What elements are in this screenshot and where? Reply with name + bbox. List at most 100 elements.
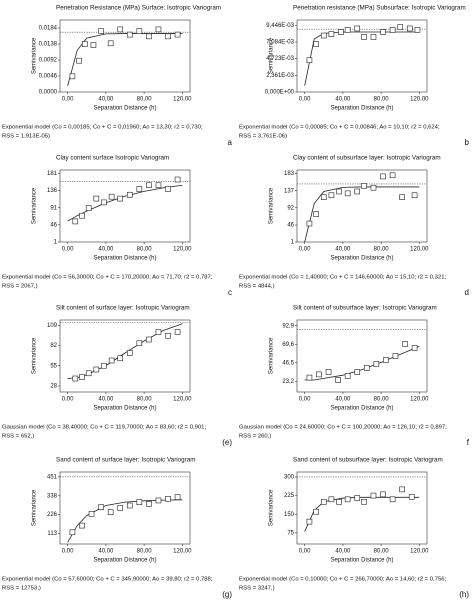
model-caption: RSS = 3247,)	[239, 586, 275, 592]
data-point	[399, 486, 405, 493]
x-tick-label: 0,00	[62, 397, 74, 403]
x-tick-label: 40,00	[98, 97, 114, 103]
data-point	[363, 365, 370, 371]
x-tick-label: 0,00	[62, 549, 74, 555]
y-tick-label: 226	[47, 512, 58, 518]
y-tick-label: 75	[287, 530, 294, 536]
data-point	[126, 350, 133, 356]
y-tick-label: 92	[287, 205, 294, 211]
data-point	[380, 29, 386, 35]
data-point	[389, 172, 396, 179]
panel-title: Penetration Resistance (MPa) Surface: Is…	[56, 5, 221, 12]
model-caption: RSS = 1,913E-05)	[2, 134, 50, 140]
y-axis-label: Semivariance	[269, 187, 275, 224]
data-point	[344, 190, 351, 197]
y-tick-label: 46,5	[282, 360, 294, 366]
data-point	[69, 73, 76, 80]
y-tick-label: 23,2	[282, 379, 294, 385]
x-tick-label: 80,00	[137, 97, 153, 103]
x-tick-label: 0,00	[62, 97, 74, 103]
y-tick-label: 181	[47, 171, 58, 177]
y-tick-label: 91	[50, 205, 57, 211]
data-point	[146, 182, 152, 189]
data-point	[344, 496, 351, 503]
model-caption: RSS = 260,)	[239, 434, 271, 440]
y-tick-label: 7,084E-03	[266, 40, 294, 46]
y-tick-label: 338	[47, 493, 58, 499]
panel-title: Sand content of subsurface layer: Isotro…	[293, 457, 443, 464]
panel-title: Silt content of subsurface layer: Isotro…	[293, 305, 437, 312]
model-caption: Exponential model (Co = 1,40000; Co + C …	[239, 275, 447, 281]
data-point	[107, 40, 114, 47]
y-tick-label: 183	[284, 171, 295, 177]
panel: Silt content of surface layer: Isotropic…	[2, 305, 232, 447]
plot-frame	[296, 169, 428, 243]
data-point	[306, 220, 313, 227]
y-tick-label: 300	[284, 475, 295, 481]
model-curve	[67, 184, 183, 222]
x-tick-label: 0,00	[299, 397, 311, 403]
data-point	[370, 184, 377, 191]
model-curve	[67, 323, 183, 379]
panel-label: b	[465, 138, 470, 147]
data-point	[336, 188, 342, 195]
x-tick-label: 40,00	[98, 247, 114, 253]
model-caption: Exponential model (Co = 0,00185; Co + C …	[2, 125, 203, 131]
data-point	[72, 218, 79, 225]
plot-frame	[59, 319, 191, 393]
data-point	[320, 498, 327, 505]
x-tick-label: 40,00	[98, 549, 114, 555]
data-point	[320, 32, 327, 39]
plot-frame	[59, 471, 191, 545]
x-axis-label: Separation Distance (h)	[330, 256, 393, 262]
panel: Clay content surface Isotropic Variogram…	[2, 155, 232, 297]
model-caption: Exponential model (Co = 0,00085; Co + C …	[239, 125, 440, 131]
panel-label: a	[228, 138, 233, 147]
data-point	[344, 27, 351, 33]
x-axis-label: Separation Distance (h)	[330, 406, 393, 412]
data-point	[88, 511, 95, 517]
data-point	[335, 377, 341, 383]
y-axis-label: Semivariance	[269, 337, 275, 374]
panel-title: Sand content of surface layer: Isotropic…	[56, 457, 196, 464]
model-curve	[304, 346, 420, 381]
data-point	[165, 33, 171, 40]
plot-frame	[296, 19, 428, 93]
panel: Penetration Resistance (MPa) Surface: Is…	[2, 5, 233, 147]
data-point	[146, 33, 152, 40]
data-point	[98, 504, 104, 510]
panel-title: Clay content surface Isotropic Variogram	[56, 155, 169, 162]
panel-label: (h)	[459, 590, 469, 599]
y-tick-label: 0,0184	[39, 26, 58, 32]
y-tick-label: 92,9	[282, 323, 294, 329]
model-caption: RSS = 12753,)	[2, 586, 41, 592]
data-point	[361, 34, 367, 40]
data-point	[344, 373, 351, 379]
model-caption: RSS = 652,)	[2, 434, 34, 440]
data-point	[108, 357, 115, 364]
data-point	[399, 194, 405, 200]
data-point	[101, 199, 107, 206]
panel-title: Silt content of surface layer: Isotropic…	[56, 305, 190, 312]
data-point	[370, 34, 377, 40]
x-tick-label: 0,00	[299, 549, 311, 555]
y-tick-label: 46	[50, 222, 57, 228]
data-point	[328, 496, 335, 503]
x-tick-label: 80,00	[374, 97, 390, 103]
model-caption: RSS = 4844,)	[239, 284, 275, 290]
data-point	[108, 193, 115, 200]
data-point	[354, 188, 361, 195]
data-point	[313, 508, 319, 515]
y-tick-label: 136	[47, 188, 58, 194]
data-point	[397, 24, 404, 30]
y-tick-label: 0,000E+00	[265, 90, 295, 96]
x-tick-label: 40,00	[335, 549, 351, 555]
y-tick-label: 225	[284, 493, 295, 499]
x-tick-label: 120,00	[173, 549, 192, 555]
data-point	[79, 212, 85, 219]
y-tick-label: 113	[47, 531, 57, 537]
data-point	[408, 494, 415, 500]
data-point	[174, 329, 181, 335]
x-axis-label: Separation Distance (h)	[93, 406, 156, 412]
model-caption: Gaussian model (Co = 38,40000; Co + C = …	[2, 425, 206, 431]
